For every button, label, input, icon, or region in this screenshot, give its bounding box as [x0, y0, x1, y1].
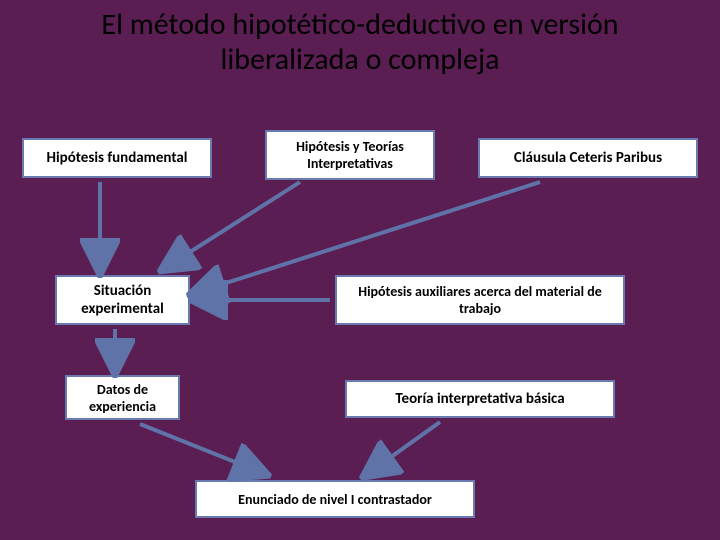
arrows-layer — [0, 0, 720, 540]
